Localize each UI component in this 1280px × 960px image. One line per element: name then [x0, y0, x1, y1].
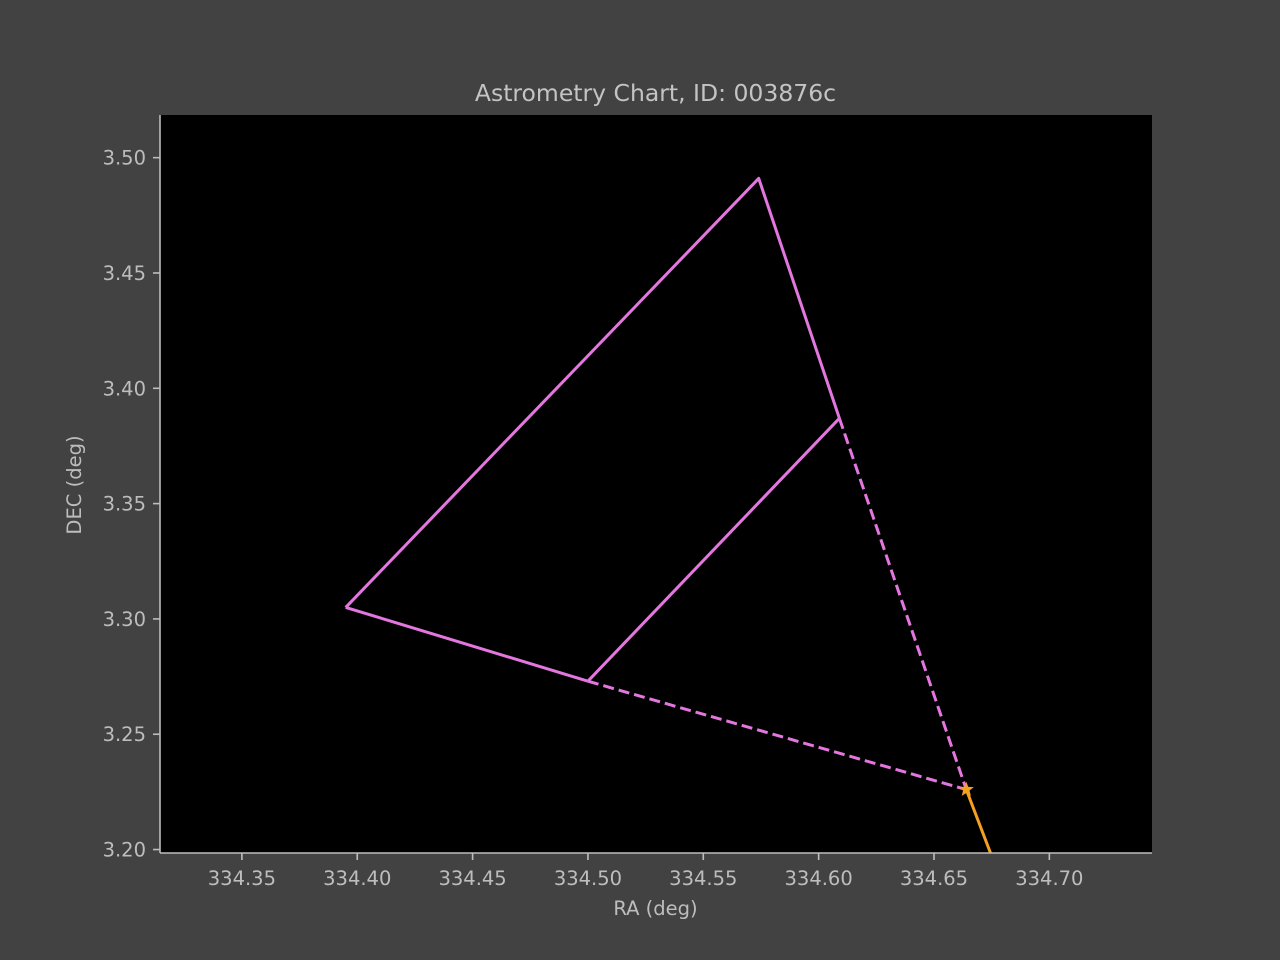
- series-line-5: [964, 789, 992, 853]
- y-tick-label: 3.40: [103, 377, 146, 400]
- y-tick-label: 3.20: [103, 839, 146, 862]
- marker-layer: [958, 781, 974, 796]
- y-tick-label: 3.25: [103, 723, 146, 746]
- y-tick-label: 3.45: [103, 262, 146, 285]
- x-axis-ticks: 334.35 334.40 334.45 334.50 334.55 334.60 334.…: [208, 853, 1083, 890]
- series-line-3: [587, 679, 967, 792]
- x-axis-label: RA (deg): [613, 897, 697, 920]
- x-tick-label: 334.40: [323, 867, 391, 890]
- x-tick-label: 334.50: [554, 867, 622, 890]
- series-line-2: [586, 417, 841, 683]
- x-tick-label: 334.55: [669, 867, 737, 890]
- x-tick-label: 334.45: [438, 867, 506, 890]
- chart-title: Astrometry Chart, ID: 003876c: [475, 79, 836, 107]
- series-line-0: [344, 176, 841, 609]
- series-line-1: [345, 605, 589, 683]
- y-tick-label: 3.30: [103, 608, 146, 631]
- x-tick-label: 334.60: [785, 867, 853, 890]
- x-tick-label: 334.35: [208, 867, 276, 890]
- y-tick-label: 3.50: [103, 147, 146, 170]
- star-marker-0: [958, 781, 974, 796]
- series-layer: [344, 176, 992, 853]
- x-tick-label: 334.65: [900, 867, 968, 890]
- series-line-4: [837, 417, 968, 791]
- y-axis-label: DEC (deg): [63, 435, 86, 534]
- y-tick-label: 3.35: [103, 493, 146, 516]
- axes: [159, 115, 1152, 854]
- x-tick-label: 334.70: [1015, 867, 1083, 890]
- plot-area: [160, 115, 1152, 853]
- y-axis-ticks: 3.20 3.25 3.30 3.35 3.40 3.45 3.50: [103, 147, 160, 862]
